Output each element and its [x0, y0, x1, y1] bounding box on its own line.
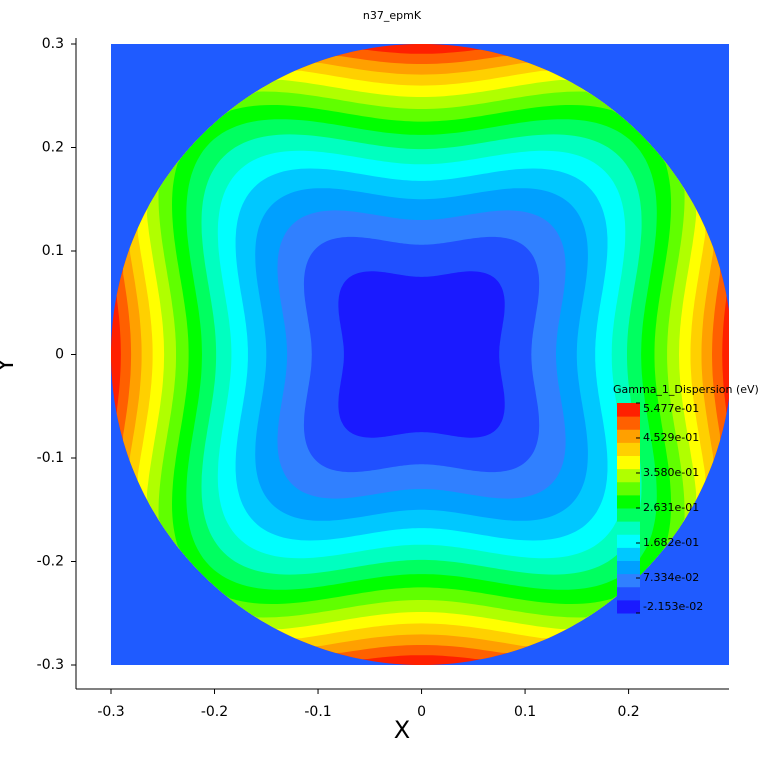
colorbar-band — [617, 416, 640, 430]
x-tick-label: -0.1 — [304, 704, 331, 720]
x-tick-label: -0.2 — [201, 704, 228, 720]
colorbar-band — [617, 547, 640, 561]
colorbar-tick-label: 7.334e-02 — [643, 571, 699, 584]
y-tick-label: 0.1 — [42, 243, 64, 259]
colorbar-tick-label: -2.153e-02 — [643, 600, 703, 613]
colorbar-band — [617, 494, 640, 509]
colorbar-tick-label: 5.477e-01 — [643, 402, 699, 415]
x-tick-label: -0.3 — [97, 704, 124, 720]
colorbar-band — [617, 573, 640, 588]
contour-band — [338, 271, 505, 438]
colorbar-band — [617, 508, 640, 522]
colorbar-tick-label: 1.682e-01 — [643, 536, 699, 549]
colorbar-band — [617, 599, 640, 614]
plot-area — [111, 44, 729, 665]
colorbar-title: Gamma_1_Dispersion (eV) — [613, 383, 759, 396]
x-tick-label: 0.1 — [514, 704, 536, 720]
x-tick-label: 0.2 — [617, 704, 639, 720]
colorbar-band — [617, 429, 640, 443]
colorbar-tick-label: 2.631e-01 — [643, 501, 699, 514]
x-axis-label: X — [394, 716, 410, 744]
colorbar-band — [617, 468, 640, 483]
x-tick-label: 0 — [417, 704, 426, 720]
colorbar-tick-label: 3.580e-01 — [643, 466, 699, 479]
colorbar-band — [617, 521, 640, 535]
colorbar-band — [617, 455, 640, 470]
y-tick-label: -0.1 — [37, 450, 64, 466]
y-tick-label: 0.2 — [42, 140, 64, 156]
colorbar-band — [617, 586, 640, 601]
y-axis-label: Y — [0, 357, 19, 373]
y-tick-label: -0.2 — [37, 554, 64, 570]
colorbar-band — [617, 403, 640, 417]
colorbar — [617, 403, 640, 614]
colorbar-band — [617, 442, 640, 456]
y-tick-label: -0.3 — [37, 657, 64, 673]
colorbar-band — [617, 560, 640, 575]
colorbar-band — [617, 481, 640, 496]
chart-title: n37_epmK — [363, 9, 422, 22]
colorbar-band — [617, 534, 640, 548]
y-tick-label: 0.3 — [42, 36, 64, 52]
y-tick-label: 0 — [55, 347, 64, 363]
colorbar-tick-label: 4.529e-01 — [643, 431, 699, 444]
